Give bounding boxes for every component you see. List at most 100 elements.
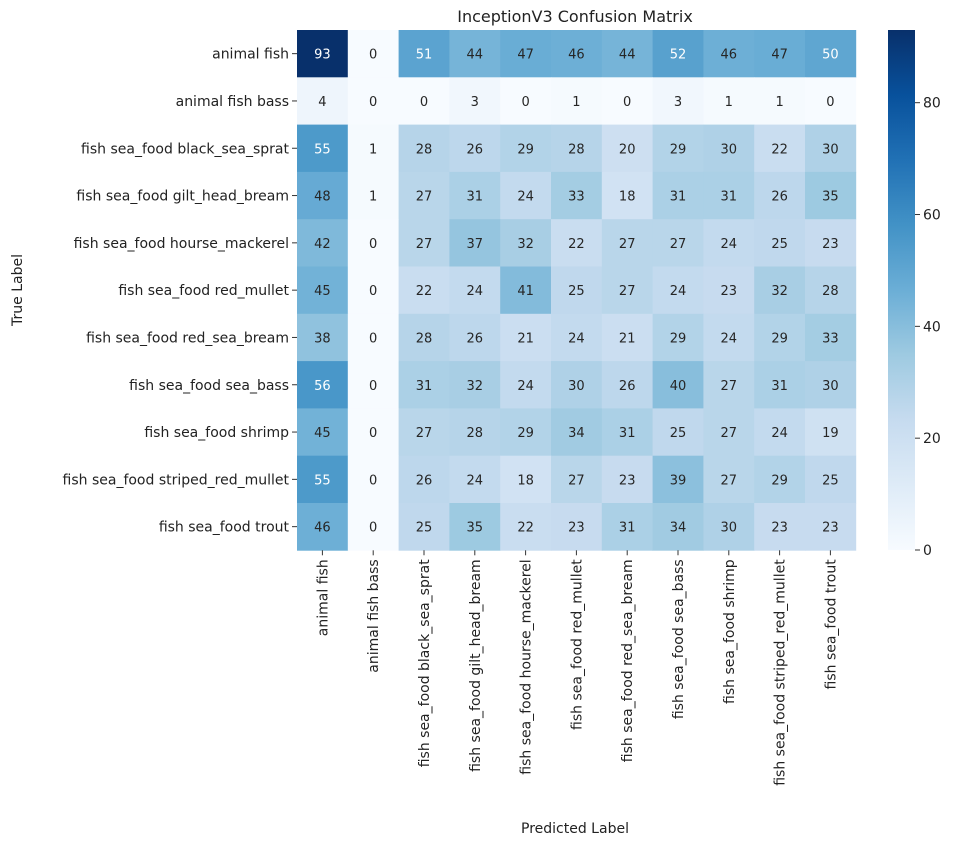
cell-value-label: 46 <box>314 521 331 536</box>
cell-value-label: 0 <box>369 331 377 346</box>
heatmap-cell <box>551 503 603 551</box>
heatmap-cell <box>703 455 755 504</box>
cell-value-label: 30 <box>721 521 738 536</box>
colorbar-tick-label: 20 <box>923 431 941 447</box>
cell-value-label: 1 <box>369 190 377 205</box>
heatmap-cell <box>652 313 704 362</box>
cell-value-label: 45 <box>314 284 331 299</box>
heatmap-cell <box>297 219 349 267</box>
cell-value-label: 24 <box>517 379 534 394</box>
cell-value-label: 32 <box>517 237 534 252</box>
cell-value-label: 25 <box>568 284 585 299</box>
cell-value-label: 52 <box>670 48 687 63</box>
heatmap-cell <box>500 171 552 220</box>
heatmap-cell <box>601 77 653 125</box>
cell-value-label: 51 <box>416 48 433 63</box>
heatmap-cell <box>551 361 603 409</box>
colorbar-ticks: 0 20 40 60 80 <box>915 96 941 559</box>
heatmap-cell <box>347 30 399 78</box>
cell-value-label: 46 <box>568 48 585 63</box>
column-tick-label: fish sea_food shrimp <box>722 559 738 704</box>
cell-value-label: 40 <box>670 379 687 394</box>
heatmap-cell <box>652 30 704 78</box>
colorbar-tick-label: 0 <box>923 543 932 559</box>
cell-value-label: 31 <box>670 190 687 205</box>
cell-value-label: 30 <box>822 142 839 157</box>
cell-value-label: 0 <box>369 379 377 394</box>
cell-value-label: 44 <box>619 48 636 63</box>
heatmap-cell <box>347 77 399 125</box>
heatmap-cell <box>703 313 755 362</box>
column-tick-label: fish sea_food black_sea_sprat <box>417 559 433 767</box>
cell-value-label: 45 <box>314 426 331 441</box>
cell-value-label: 25 <box>771 237 788 252</box>
cell-value-label: 24 <box>670 284 687 299</box>
cell-value-label: 55 <box>314 142 331 157</box>
heatmap-cell <box>754 503 806 551</box>
column-tick-label: fish sea_food striped_red_mullet <box>773 559 789 786</box>
cell-value-label: 22 <box>416 284 433 299</box>
column-tick-label: animal fish <box>315 559 331 636</box>
cell-value-label: 50 <box>822 48 839 63</box>
heatmap-cell <box>449 361 501 409</box>
cell-value-label: 28 <box>568 142 585 157</box>
column-tick-label: animal fish bass <box>366 559 382 672</box>
heatmap-cell <box>297 361 349 409</box>
cell-value-label: 19 <box>822 426 839 441</box>
column-tick-label: fish sea_food hourse_mackerel <box>519 559 535 774</box>
heatmap-cell <box>449 455 501 504</box>
heatmap-cell <box>652 408 704 457</box>
heatmap-cell <box>347 124 399 173</box>
cell-value-label: 25 <box>822 473 839 488</box>
heatmap-cell <box>601 455 653 504</box>
cell-value-label: 26 <box>467 142 484 157</box>
cell-value-label: 29 <box>517 426 534 441</box>
cell-value-label: 18 <box>517 473 534 488</box>
cell-value-label: 33 <box>568 190 585 205</box>
cell-value-label: 32 <box>771 284 788 299</box>
cell-value-label: 28 <box>822 284 839 299</box>
heatmap-cell <box>297 30 349 78</box>
heatmap-cell <box>703 219 755 267</box>
cell-value-label: 23 <box>822 521 839 536</box>
cell-value-label: 34 <box>568 426 585 441</box>
cell-value-label: 35 <box>822 190 839 205</box>
heatmap-cell <box>601 219 653 267</box>
row-tick-label: fish sea_food gilt_head_bream <box>76 189 289 205</box>
cell-value-label: 0 <box>521 95 529 110</box>
cell-value-label: 31 <box>619 426 636 441</box>
cell-value-label: 27 <box>619 284 636 299</box>
cell-value-label: 27 <box>619 237 636 252</box>
cell-value-label: 29 <box>517 142 534 157</box>
heatmap-cell <box>449 171 501 220</box>
cell-value-label: 30 <box>568 379 585 394</box>
heatmap-cell <box>601 266 653 315</box>
column-tick-label: fish sea_food red_sea_bream <box>620 559 636 762</box>
heatmap-cell <box>500 124 552 173</box>
heatmap-cell <box>754 266 806 315</box>
column-tick-labels: animal fish animal fish bass fish sea_food… <box>315 550 839 786</box>
colorbar-tick-label: 40 <box>923 319 941 335</box>
cell-value-label: 47 <box>517 48 534 63</box>
cell-value-label: 26 <box>771 190 788 205</box>
heatmap-cell <box>449 266 501 315</box>
heatmap-cell <box>347 408 399 457</box>
cell-value-label: 24 <box>467 284 484 299</box>
heatmap-cell <box>500 77 552 125</box>
row-tick-label: fish sea_food trout <box>159 520 290 536</box>
cell-value-label: 47 <box>771 48 788 63</box>
cell-value-label: 48 <box>314 190 331 205</box>
heatmap-cell <box>500 266 552 315</box>
heatmap-cell <box>449 503 501 551</box>
heatmap-cell <box>500 219 552 267</box>
heatmap-cell <box>805 408 857 457</box>
heatmap-cell <box>449 124 501 173</box>
cell-value-label: 29 <box>670 142 687 157</box>
heatmap-cell <box>398 455 450 504</box>
cell-value-label: 56 <box>314 379 331 394</box>
cell-value-label: 1 <box>775 95 783 110</box>
row-tick-label: animal fish bass <box>176 94 289 110</box>
heatmap-cell <box>703 124 755 173</box>
colorbar-tick-label: 80 <box>923 96 941 112</box>
